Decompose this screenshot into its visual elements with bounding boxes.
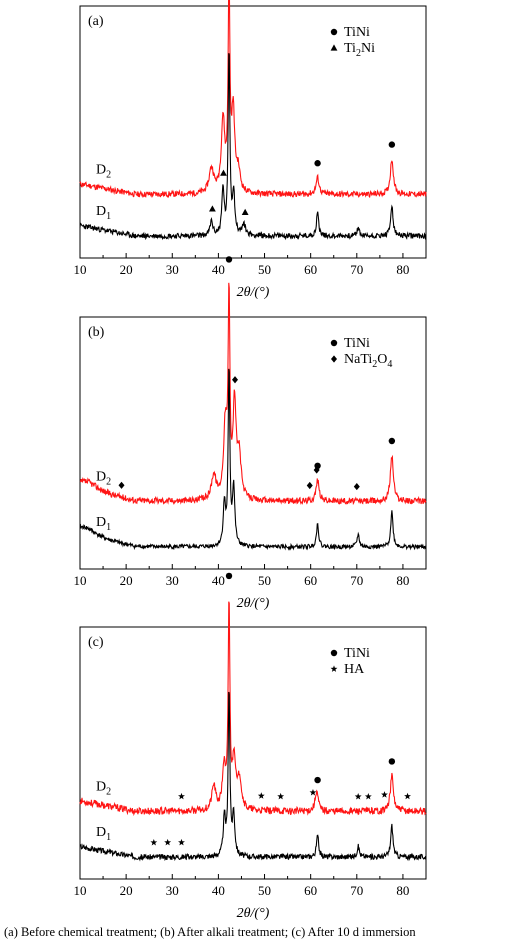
series-label: D2 [96,469,111,487]
peak-marker-circle [388,141,396,148]
panel-label: (b) [88,325,105,340]
panel-label: (c) [88,635,104,650]
legend-marker [330,28,338,36]
peak-marker-diamond [232,376,239,384]
series-label: D1 [96,825,111,843]
peak-marker-diamond [306,481,313,490]
peak-marker-diamond [313,466,320,474]
legend-marker [330,665,338,672]
x-tick-label: 30 [166,883,179,898]
legend-label: TiNi [344,25,370,40]
x-tick-label: 10 [74,262,87,277]
series-line-d1 [79,368,427,551]
x-tick-label: 80 [396,883,409,898]
legend-marker [330,649,338,657]
series-label: D2 [96,163,111,181]
x-tick-label: 60 [304,262,317,277]
plot-frame [79,626,427,880]
x-tick-label: 30 [166,573,179,588]
x-tick-label: 80 [396,573,409,588]
peak-marker-star [354,793,362,800]
legend-label: TiNi [344,336,370,351]
x-tick-label: 40 [212,262,225,277]
x-tick-label: 50 [258,883,271,898]
x-tick-label: 10 [74,573,87,588]
peak-marker-star [257,792,265,799]
legend-marker [330,339,338,347]
figure-caption: (a) Before chemical treatment; (b) After… [4,925,416,939]
peak-marker-circle [388,758,396,765]
peak-marker-circle [225,572,233,580]
legend-label: Ti2Ni [344,41,375,59]
x-tick-label: 40 [212,883,225,898]
x-tick-label: 80 [396,262,409,277]
peak-marker-star [364,792,372,800]
peak-marker-star [164,838,172,846]
x-tick-label: 10 [74,883,87,898]
series-line-d1 [79,691,427,862]
peak-marker-circle [314,776,321,784]
x-tick-label: 70 [350,573,363,588]
x-tick-label: 40 [212,573,225,588]
series-line-d2 [79,282,427,506]
x-tick-label: 70 [350,883,363,898]
peak-marker-star [309,788,317,796]
peak-marker-circle [314,160,321,167]
peak-marker-star [381,791,388,798]
legend-marker [331,355,337,363]
x-tick-label: 70 [350,262,363,277]
xrd-figure: 10 20 30 40 50 60 70 802θ/(°)(a)TiNiTi2NiD2D110… [74,0,427,920]
x-tick-label: 20 [120,883,133,898]
peak-marker-circle [225,256,233,263]
series-line-d1 [79,53,427,241]
panel-label: (a) [88,14,104,29]
legend-label: HA [344,662,365,677]
legend-label: NaTi2O4 [344,352,392,370]
peak-marker-triangle [209,205,216,212]
x-tick-label: 30 [166,262,179,277]
series-label: D1 [96,515,111,533]
peak-marker-circle [388,437,396,445]
x-axis-label: 2θ/(°) [237,906,270,920]
peak-marker-star [277,792,285,800]
x-tick-label: 20 [120,573,133,588]
peak-marker-star [178,838,185,846]
plot-frame [79,316,427,570]
legend-label: TiNi [344,646,370,661]
peak-marker-triangle [220,169,227,176]
peak-marker-star [404,792,411,800]
plot-frame [79,5,427,259]
legend-marker [330,44,338,51]
peak-marker-diamond [353,482,360,491]
x-tick-label: 50 [258,262,271,277]
series-label: D1 [96,204,111,222]
series-label: D2 [96,779,111,797]
peak-marker-star [150,838,158,846]
series-line-d2 [79,601,427,817]
x-tick-label: 60 [304,883,317,898]
x-tick-label: 60 [304,573,317,588]
x-tick-label: 50 [258,573,271,588]
peak-marker-triangle [241,208,249,216]
x-axis-label: 2θ/(°) [237,596,270,611]
peak-marker-diamond [118,481,125,489]
peak-marker-star [178,792,185,800]
x-axis-label: 2θ/(°) [237,285,270,300]
series-line-d2 [79,0,427,199]
x-tick-label: 20 [120,262,133,277]
